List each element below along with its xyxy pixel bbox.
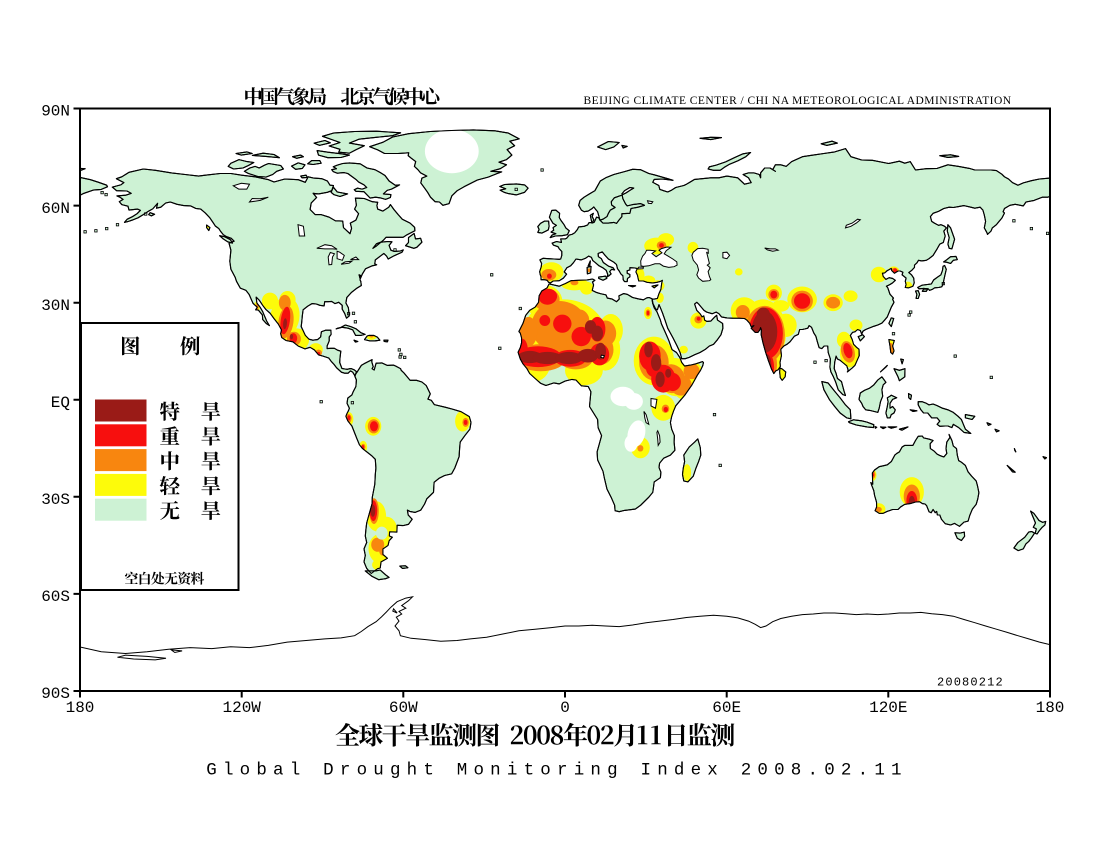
svg-text:180: 180 xyxy=(1036,699,1065,717)
svg-text:60S: 60S xyxy=(41,588,70,606)
svg-text:20080212: 20080212 xyxy=(937,676,1004,690)
svg-text:120E: 120E xyxy=(869,699,907,717)
svg-text:EQ: EQ xyxy=(51,394,70,412)
svg-text:60N: 60N xyxy=(41,200,70,218)
svg-text:BEIJING CLIMATE CENTER / CHI N: BEIJING CLIMATE CENTER / CHI NA METEOROL… xyxy=(584,95,1012,107)
svg-text:60W: 60W xyxy=(389,699,418,717)
svg-text:180: 180 xyxy=(66,699,95,717)
svg-text:90N: 90N xyxy=(41,103,70,121)
svg-text:0: 0 xyxy=(560,699,570,717)
svg-text:120W: 120W xyxy=(222,699,261,717)
svg-text:30S: 30S xyxy=(41,491,70,509)
svg-text:Global Drought Monitoring Inde: Global Drought Monitoring Index 2008.02.… xyxy=(206,761,907,781)
svg-text:30N: 30N xyxy=(41,297,70,315)
svg-text:90S: 90S xyxy=(41,685,70,703)
svg-text:60E: 60E xyxy=(712,699,741,717)
